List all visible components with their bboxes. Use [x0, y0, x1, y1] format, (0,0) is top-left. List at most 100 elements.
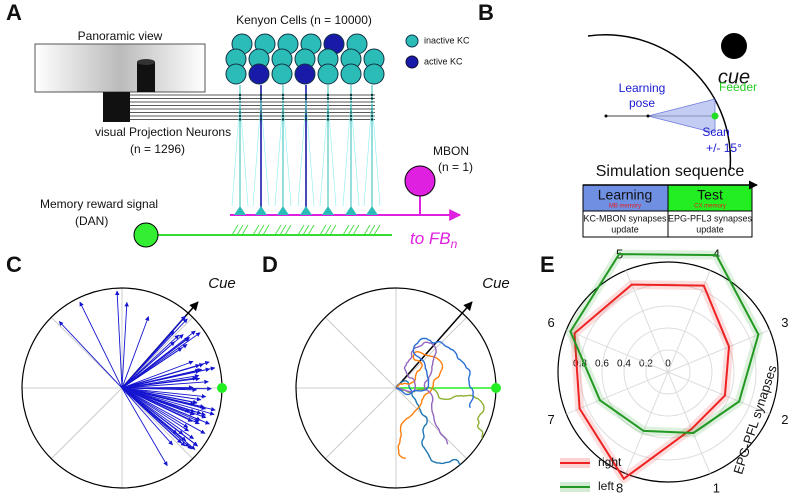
label: update — [696, 224, 724, 234]
synapse — [238, 104, 242, 107]
heading-arrow — [121, 316, 150, 389]
kc-terminal — [300, 206, 312, 215]
synapse — [304, 97, 308, 100]
kenyon-cell — [271, 63, 293, 85]
point — [646, 114, 650, 118]
dendrite — [274, 99, 284, 207]
note-box — [582, 210, 669, 238]
label: to FB — [410, 229, 451, 248]
synapse — [370, 93, 374, 97]
hatch — [319, 224, 327, 236]
heading-arrow — [121, 387, 202, 402]
label: Memory reward signal — [40, 197, 158, 211]
series-line — [569, 253, 760, 435]
synapse — [259, 93, 263, 97]
hatch — [352, 224, 360, 236]
heading-arrow — [121, 387, 168, 467]
heading-arrow — [58, 321, 123, 389]
synapse — [238, 93, 242, 97]
label: MBON — [433, 144, 469, 158]
heading-arrow — [121, 301, 129, 389]
synapse — [238, 114, 242, 118]
dendrite — [371, 99, 381, 207]
heading-arrow — [121, 373, 200, 389]
r-tick-label: 0 — [665, 359, 671, 370]
panel-letter: E — [540, 252, 555, 277]
dendrite — [319, 99, 329, 207]
kc-terminal — [322, 206, 334, 215]
feeder — [491, 383, 501, 393]
label: to FBn — [410, 229, 458, 251]
label: pose — [629, 96, 655, 110]
synapse — [370, 118, 374, 121]
heading-arrow — [121, 337, 190, 389]
spoke — [625, 371, 669, 474]
synapse — [326, 104, 330, 107]
hatch — [236, 224, 244, 236]
synapse — [349, 104, 353, 107]
axis-label: EPG-PFL synapses — [730, 363, 780, 476]
synapse — [259, 114, 263, 118]
synapse — [304, 93, 308, 97]
synapse — [238, 118, 242, 121]
hatch — [342, 224, 350, 236]
dendrite — [305, 99, 315, 207]
hatch — [252, 224, 260, 236]
heading-arrow — [121, 387, 187, 442]
label: Scan — [702, 125, 729, 139]
hatch — [279, 224, 287, 236]
hatch — [347, 224, 355, 236]
trajectory — [395, 350, 444, 459]
synapse — [349, 118, 353, 121]
hatch — [329, 224, 337, 236]
kc-terminal — [234, 206, 246, 215]
spoke — [667, 371, 770, 415]
dendrite — [252, 99, 262, 207]
label: visual Projection Neurons — [95, 125, 231, 139]
panel-a: Panoramic view visual Projection Neurons… — [34, 13, 473, 251]
hatch — [373, 224, 381, 236]
label: EPG-PFL3 synapses — [668, 213, 753, 223]
dendrite — [327, 99, 337, 207]
kenyon-cell — [294, 63, 316, 85]
kenyon-cell — [363, 63, 385, 85]
label: n — [451, 237, 458, 251]
heading-arrow — [121, 387, 173, 446]
kc-terminal — [366, 206, 378, 215]
label: Cue — [208, 275, 236, 292]
panel-letter: C — [6, 252, 22, 277]
kc-terminal — [255, 206, 267, 215]
category-label: 8 — [616, 480, 623, 495]
synapse — [259, 104, 263, 107]
label: Cue — [482, 275, 510, 292]
label: +/- 15° — [706, 141, 742, 155]
trajectory — [395, 337, 475, 409]
synapse — [281, 118, 285, 121]
legend-swatch — [405, 55, 419, 69]
kc-terminal — [277, 206, 289, 215]
hatch — [324, 224, 332, 236]
label: Feeder — [719, 80, 757, 94]
panel-b: cue Learning pose Feeder Scan +/- 15° Si… — [582, 33, 758, 238]
hatch — [368, 224, 376, 236]
cue-dot — [721, 33, 747, 59]
dendrite — [363, 99, 373, 207]
kenyon-cell — [225, 63, 247, 85]
cylinder — [137, 62, 155, 92]
synapse — [349, 114, 353, 118]
hatch — [363, 224, 371, 236]
hatch — [284, 224, 292, 236]
heading-arrow — [121, 363, 201, 389]
label: update — [611, 224, 639, 234]
synapse — [326, 93, 330, 97]
cylinder-top — [137, 59, 155, 65]
label: cue — [718, 66, 750, 88]
feeder — [711, 112, 719, 120]
panel-letter: B — [478, 0, 494, 25]
outer-ring — [557, 261, 779, 483]
synapse — [259, 97, 263, 100]
label: Learning — [598, 187, 653, 203]
spoke — [625, 270, 669, 373]
